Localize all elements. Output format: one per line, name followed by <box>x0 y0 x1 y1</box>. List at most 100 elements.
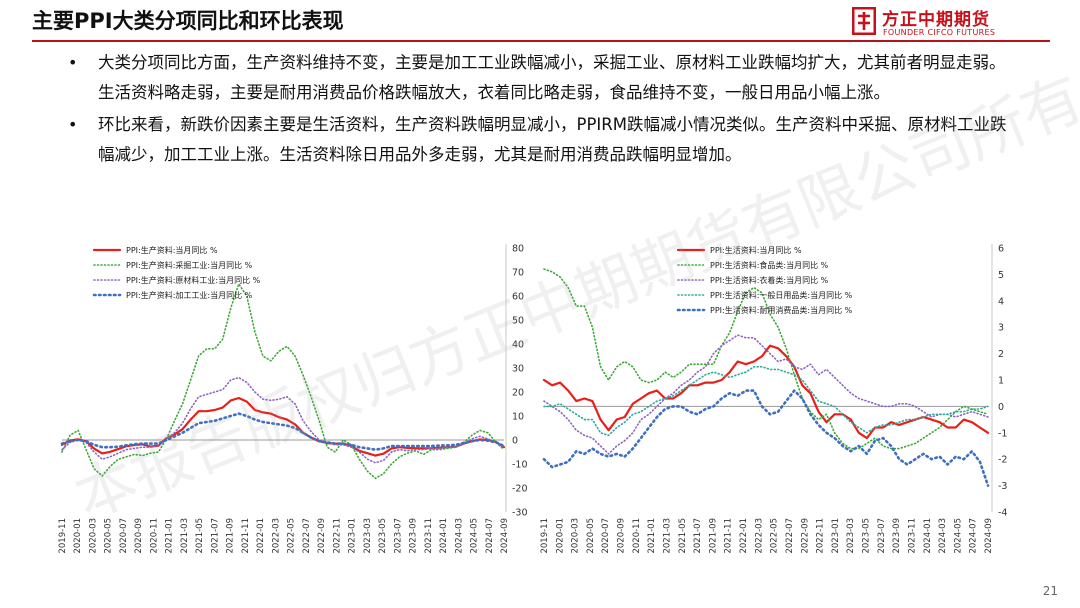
chart-left-canvas: -30 -20 -10 0 10 20 30 40 50 60 70 80 2019-11 2020-01… <box>58 244 528 554</box>
y-tick-label: 5 <box>998 270 1004 281</box>
x-tick-label: 2020-11 <box>632 518 642 554</box>
y-tick-label: 70 <box>512 268 524 279</box>
x-tick-label: 2021-07 <box>693 518 703 554</box>
x-tick-label: 2020-11 <box>149 518 159 554</box>
series-line-4 <box>542 389 990 487</box>
slide-title: 主要PPI大类分项同比和环比表现 <box>32 9 344 33</box>
series-line-1 <box>61 283 505 480</box>
bullet-list: • 大类分项同比方面，生产资料维持不变，主要是加工工业跌幅减小，采掘工业、原材料… <box>68 48 1018 172</box>
x-tick-label: 2024-01 <box>923 518 933 554</box>
x-tick-label: 2021-05 <box>678 518 688 554</box>
bullet-dot-icon: • <box>68 115 78 134</box>
x-tick-label: 2022-03 <box>754 518 764 554</box>
x-tick-label: 2024-09 <box>984 518 994 554</box>
x-tick-label: 2022-07 <box>302 518 312 554</box>
x-tick-label: 2020-05 <box>586 518 596 554</box>
x-tick-label: 2020-01 <box>73 518 83 554</box>
legend-label: PPI:生产资料:加工工业:当月同比 % <box>126 290 253 300</box>
x-tick-label: 2021-07 <box>210 518 220 554</box>
x-tick-label: 2021-03 <box>662 518 672 554</box>
legend-label: PPI:生活资料:耐用消费品类:当月同比 % <box>710 305 853 315</box>
y-tick-label: 0 <box>998 402 1004 413</box>
company-logo: 方正中期期货 FOUNDER CIFCO FUTURES <box>852 4 1052 40</box>
bullet-item: • 大类分项同比方面，生产资料维持不变，主要是加工工业跌幅减小，采掘工业、原材料… <box>68 48 1018 108</box>
x-tick-label: 2023-09 <box>409 518 419 554</box>
legend-label: PPI:生活资料:衣着类:当月同比 % <box>710 275 829 285</box>
x-tick-label: 2024-09 <box>500 518 510 554</box>
y-tick-label: -3 <box>998 481 1007 492</box>
y-tick-label: 50 <box>512 316 524 327</box>
x-tick-label: 2021-03 <box>180 518 190 554</box>
bullet-text: 环比来看，新跌价因素主要是生活资料，生产资料跌幅明显减小，PPIRM跌幅减小情况… <box>98 115 1007 164</box>
x-tick-label: 2024-05 <box>470 518 480 554</box>
chart-right-canvas: -4 -3 -2 -1 0 1 2 3 4 5 6 2019-11 2020-01 2020-03 2020… <box>540 244 1007 554</box>
x-tick-label: 2023-05 <box>378 518 388 554</box>
x-tick-label: 2022-07 <box>785 518 795 554</box>
x-tick-label: 2024-07 <box>969 518 979 554</box>
x-tick-label: 2023-03 <box>363 518 373 554</box>
x-tick-label: 2021-05 <box>195 518 205 554</box>
series-line-0 <box>60 396 506 457</box>
x-tick-label: 2024-03 <box>454 518 464 554</box>
y-tick-label: -2 <box>998 455 1007 466</box>
chart-production-materials: -30 -20 -10 0 10 20 30 40 50 60 70 80 2019-11 2020-01… <box>56 232 544 608</box>
y-tick-label: -20 <box>512 484 528 495</box>
chart-consumer-goods: -4 -3 -2 -1 0 1 2 3 4 5 6 2019-11 2020-01 2020-03 2020… <box>538 232 1022 608</box>
x-tick-label: 2021-01 <box>165 518 175 554</box>
x-tick-label: 2022-11 <box>332 518 342 554</box>
y-tick-label: 30 <box>512 364 524 375</box>
x-tick-label: 2021-01 <box>647 518 657 554</box>
bullet-text: 大类分项同比方面，生产资料维持不变，主要是加工工业跌幅减小，采掘工业、原材料工业… <box>98 53 1006 102</box>
x-tick-label: 2023-05 <box>862 518 872 554</box>
logo-name-en: FOUNDER CIFCO FUTURES <box>883 28 996 37</box>
x-tick-label: 2023-03 <box>846 518 856 554</box>
x-tick-label: 2020-03 <box>571 518 581 554</box>
x-tick-label: 2019-11 <box>58 518 68 554</box>
x-tick-label: 2024-05 <box>953 518 963 554</box>
x-tick-label: 2024-01 <box>439 518 449 554</box>
y-tick-label: -30 <box>512 508 528 519</box>
y-tick-label: 20 <box>512 388 524 399</box>
logo-mark-icon <box>852 7 876 35</box>
page-number: 21 <box>1042 584 1058 598</box>
x-tick-label: 2024-07 <box>485 518 495 554</box>
x-tick-label: 2020-07 <box>601 518 611 554</box>
y-tick-label: 80 <box>512 244 524 255</box>
x-tick-label: 2021-09 <box>226 518 236 554</box>
x-tick-label: 2019-11 <box>540 518 550 554</box>
y-tick-label: 40 <box>512 340 524 351</box>
legend-label: PPI:生活资料:食品类:当月同比 % <box>710 260 829 270</box>
x-tick-label: 2021-11 <box>241 518 251 554</box>
x-tick-label: 2020-09 <box>617 518 627 554</box>
x-tick-label: 2021-09 <box>708 518 718 554</box>
y-tick-label: 10 <box>512 412 524 423</box>
bullet-dot-icon: • <box>68 53 78 72</box>
y-tick-label: 4 <box>998 296 1004 307</box>
series-line-1 <box>543 268 989 450</box>
series-line-3 <box>543 366 989 437</box>
series-line-2 <box>61 376 505 464</box>
x-tick-label: 2020-01 <box>555 518 565 554</box>
x-tick-label: 2024-03 <box>938 518 948 554</box>
x-tick-label: 2022-11 <box>816 518 826 554</box>
logo-name-cn: 方正中期期货 <box>882 10 990 30</box>
x-tick-label: 2020-09 <box>134 518 144 554</box>
x-tick-label: 2023-11 <box>907 518 917 554</box>
bullet-item: • 环比来看，新跌价因素主要是生活资料，生产资料跌幅明显减小，PPIRM跌幅减小… <box>68 110 1018 170</box>
legend-label: PPI:生产资料:当月同比 % <box>126 245 218 255</box>
legend-label: PPI:生产资料:采掘工业:当月同比 % <box>126 260 253 270</box>
series-line-3 <box>60 412 506 451</box>
series-line-0 <box>542 344 990 440</box>
x-tick-label: 2023-07 <box>393 518 403 554</box>
x-tick-label: 2022-09 <box>800 518 810 554</box>
x-tick-label: 2023-09 <box>892 518 902 554</box>
x-tick-label: 2020-07 <box>119 518 129 554</box>
x-tick-label: 2022-01 <box>739 518 749 554</box>
y-tick-label: 3 <box>998 323 1004 334</box>
y-tick-label: -1 <box>998 428 1007 439</box>
y-tick-label: 2 <box>998 349 1004 360</box>
legend-label: PPI:生活资料:一般日用品类:当月同比 % <box>710 290 853 300</box>
x-tick-label: 2023-01 <box>348 518 358 554</box>
x-tick-label: 2022-05 <box>287 518 297 554</box>
x-tick-label: 2022-05 <box>770 518 780 554</box>
